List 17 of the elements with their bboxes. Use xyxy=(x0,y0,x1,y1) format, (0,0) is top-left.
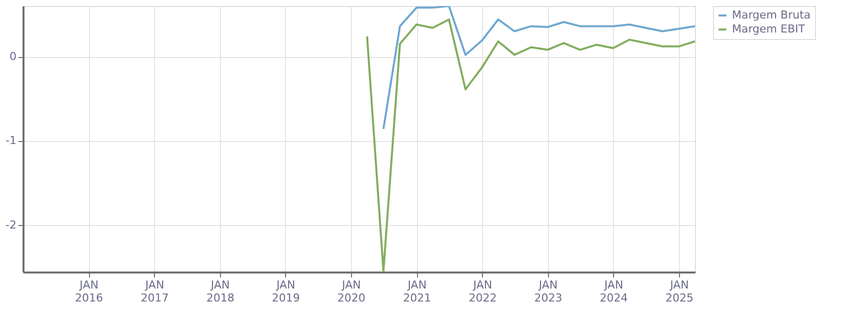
y-tick-label: 0 xyxy=(10,50,16,64)
line-series xyxy=(366,18,695,272)
y-tick-label: -2 xyxy=(6,218,16,232)
x-tick-label: JAN 2018 xyxy=(206,278,234,304)
x-tick-label: JAN 2019 xyxy=(272,278,300,304)
x-tick-label: JAN 2024 xyxy=(600,278,628,304)
legend-label: Margem Bruta xyxy=(732,8,811,22)
x-tick-label: JAN 2021 xyxy=(403,278,432,304)
x-tick-label: JAN 2025 xyxy=(666,278,694,304)
line-series xyxy=(382,6,695,130)
x-tick-label: JAN 2017 xyxy=(140,278,169,304)
x-tick-label: JAN 2023 xyxy=(534,278,562,304)
x-tick-label: JAN 2022 xyxy=(468,278,497,304)
legend-label: Margem EBIT xyxy=(732,22,806,36)
x-tick-label: JAN 2020 xyxy=(337,278,366,304)
x-tick-label: JAN 2016 xyxy=(75,278,104,304)
y-tick-label: -1 xyxy=(6,134,16,148)
